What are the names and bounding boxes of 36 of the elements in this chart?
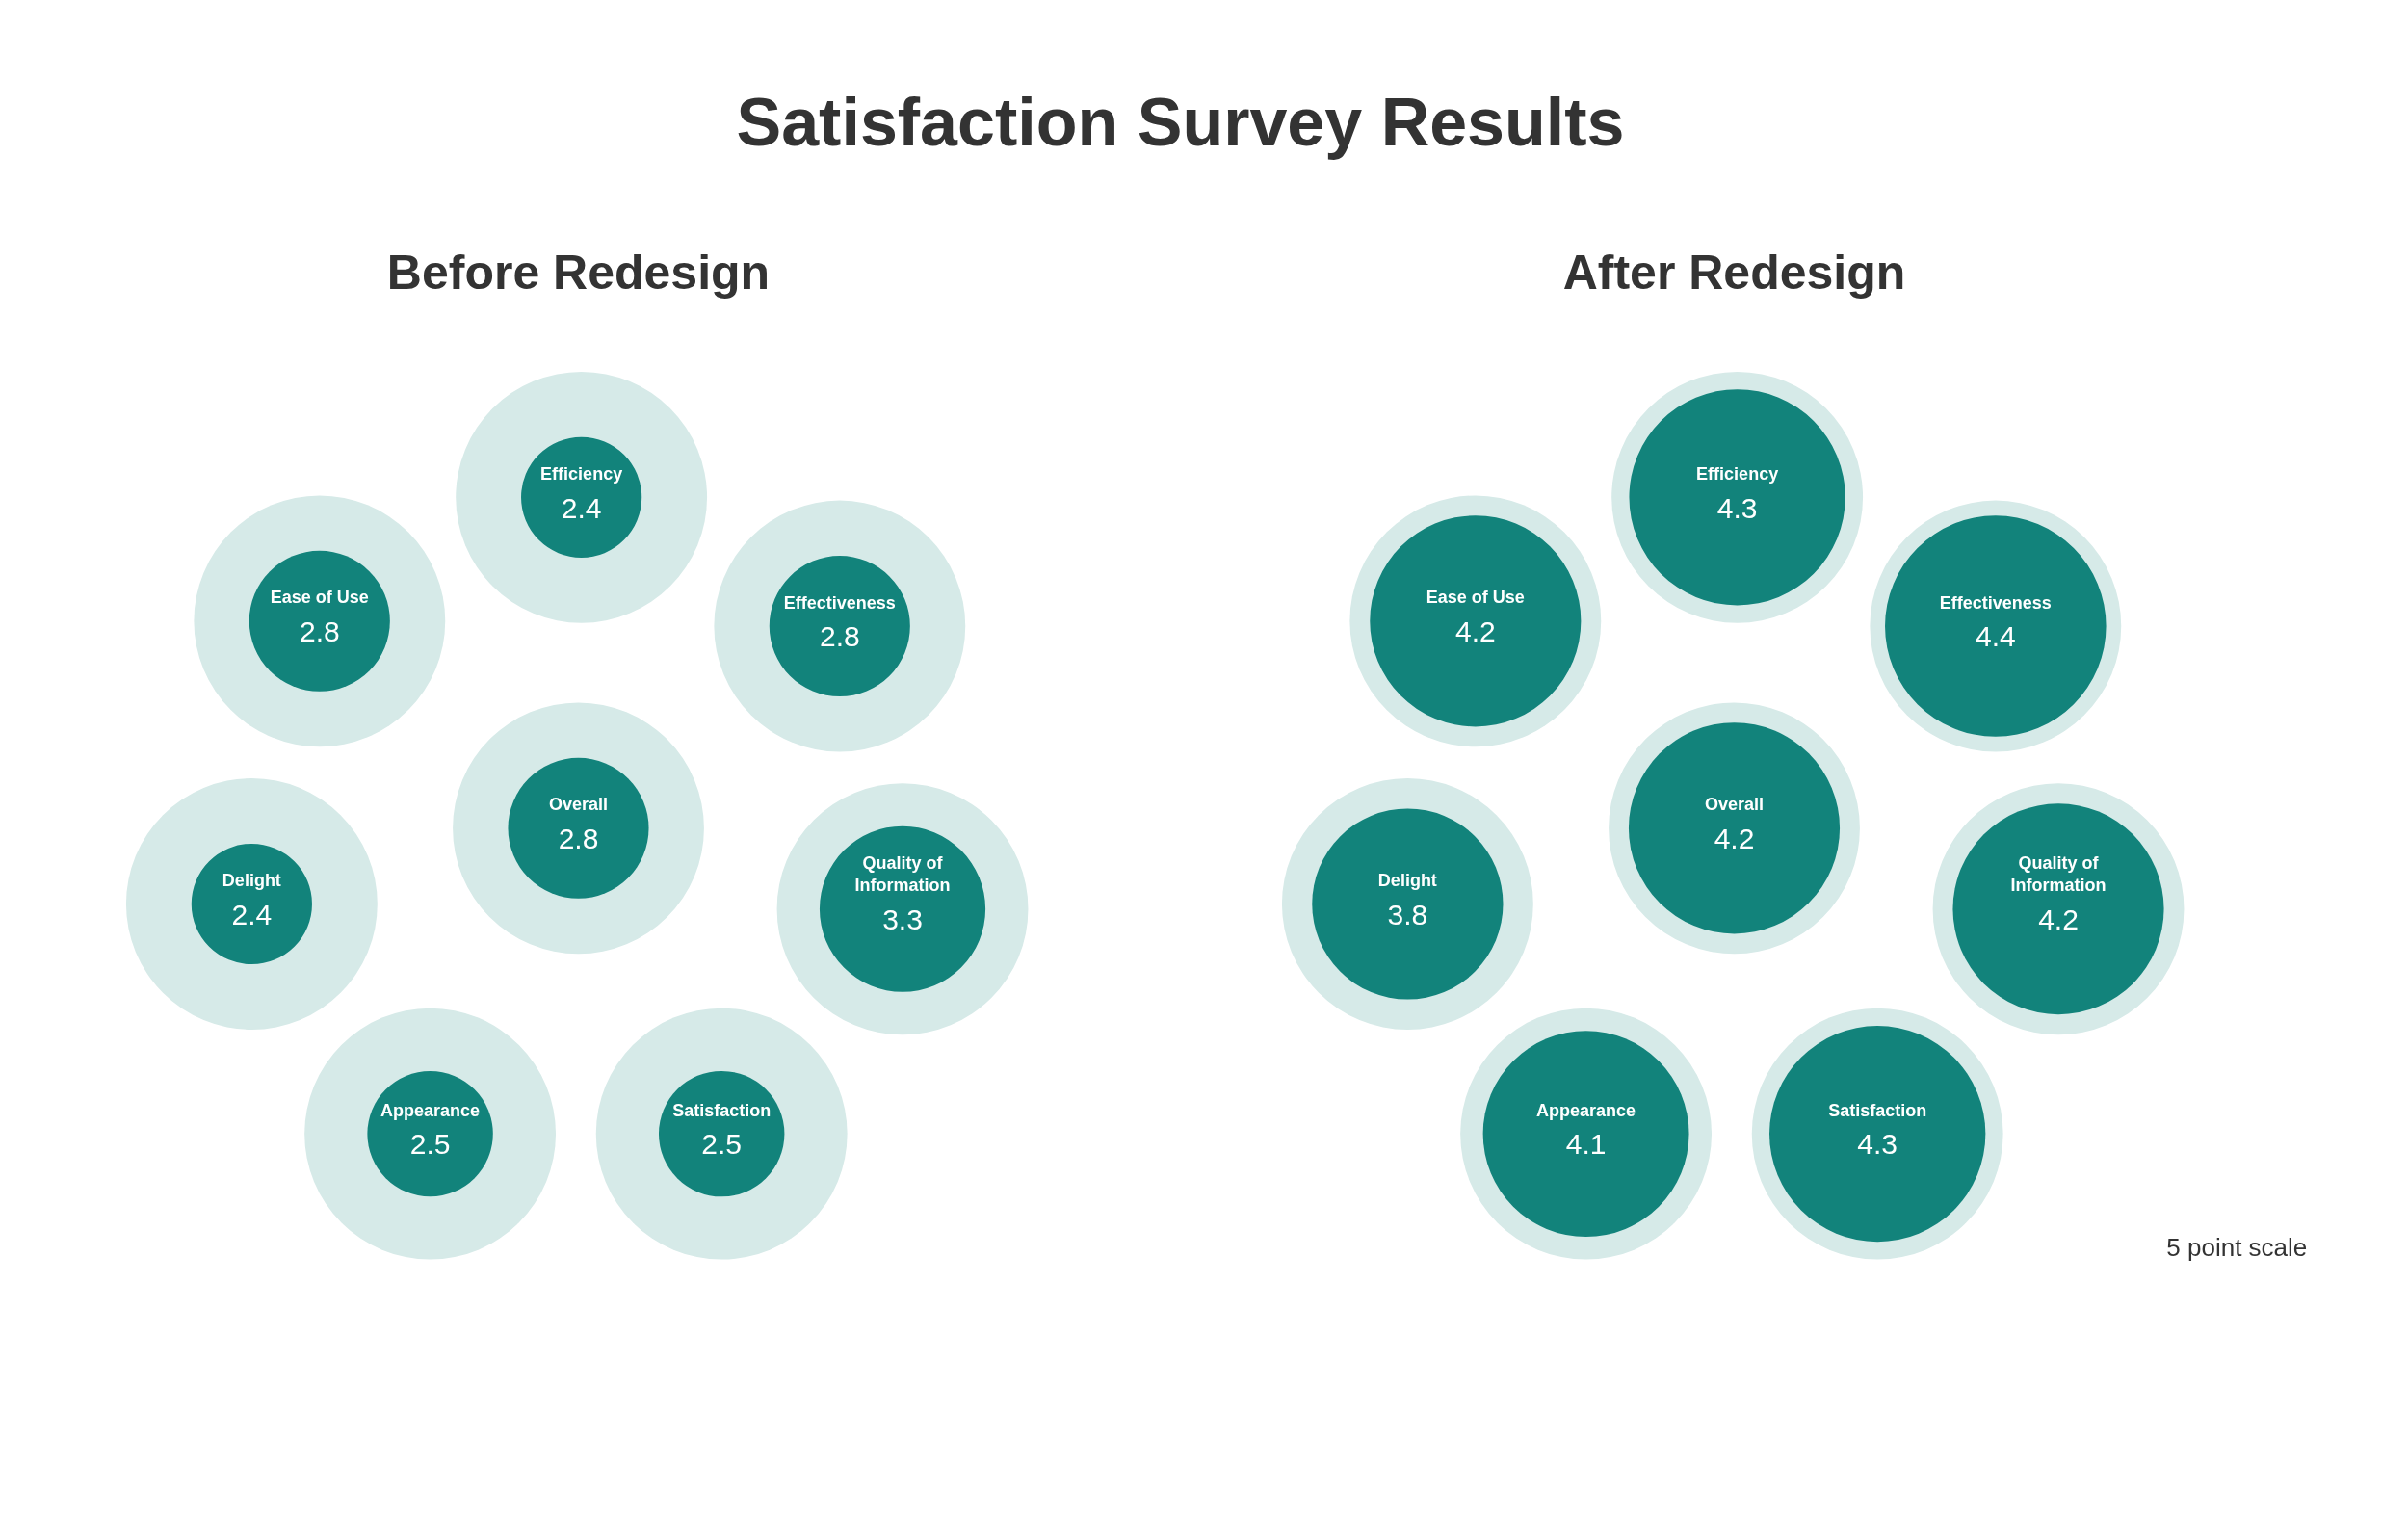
category-label: Efficiency: [540, 463, 623, 484]
category-label: Delight: [1377, 871, 1437, 891]
category-label: Ease of Use: [270, 588, 369, 608]
text: Before Redesign: [386, 245, 771, 300]
category-label: Effectiveness: [783, 592, 896, 613]
category-label: Satisfaction: [672, 1100, 772, 1120]
category-label: Effectiveness: [1939, 592, 2052, 613]
category-label: Overall: [1704, 795, 1765, 815]
category-label: Efficiency: [1696, 463, 1779, 484]
text: 5 point scale: [2166, 1233, 2308, 1263]
category-label: Appearance: [380, 1100, 481, 1120]
data-label: 4.2: [1714, 823, 1755, 855]
data-label: 2.8: [299, 615, 340, 648]
data-label: 4.1: [1565, 1128, 1607, 1161]
category-label: Overall: [548, 795, 609, 815]
data-label: 4.2: [2038, 904, 2079, 936]
category-label: Delight: [222, 871, 281, 891]
text: Satisfaction Survey Results: [736, 84, 1625, 160]
text: After Redesign: [1562, 245, 1906, 300]
category-label: Ease of Use: [1426, 588, 1525, 608]
data-label: 2.5: [409, 1128, 451, 1161]
data-label: 4.3: [1857, 1128, 1898, 1161]
data-label: 2.4: [561, 491, 602, 524]
data-label: 4.3: [1716, 491, 1758, 524]
data-label: 4.4: [1975, 620, 2016, 653]
data-label: 2.8: [558, 823, 599, 855]
category-label: Appearance: [1536, 1100, 1636, 1120]
category-label: Quality of Information: [854, 853, 951, 896]
data-label: 2.4: [231, 898, 273, 930]
data-label: 2.8: [819, 620, 860, 653]
data-label: 2.5: [701, 1128, 743, 1161]
category-label: Satisfaction: [1828, 1100, 1927, 1120]
category-label: Quality of Information: [2010, 853, 2107, 896]
data-label: 3.8: [1387, 898, 1428, 930]
data-label: 4.2: [1454, 615, 1496, 648]
data-label: 3.3: [882, 904, 923, 936]
